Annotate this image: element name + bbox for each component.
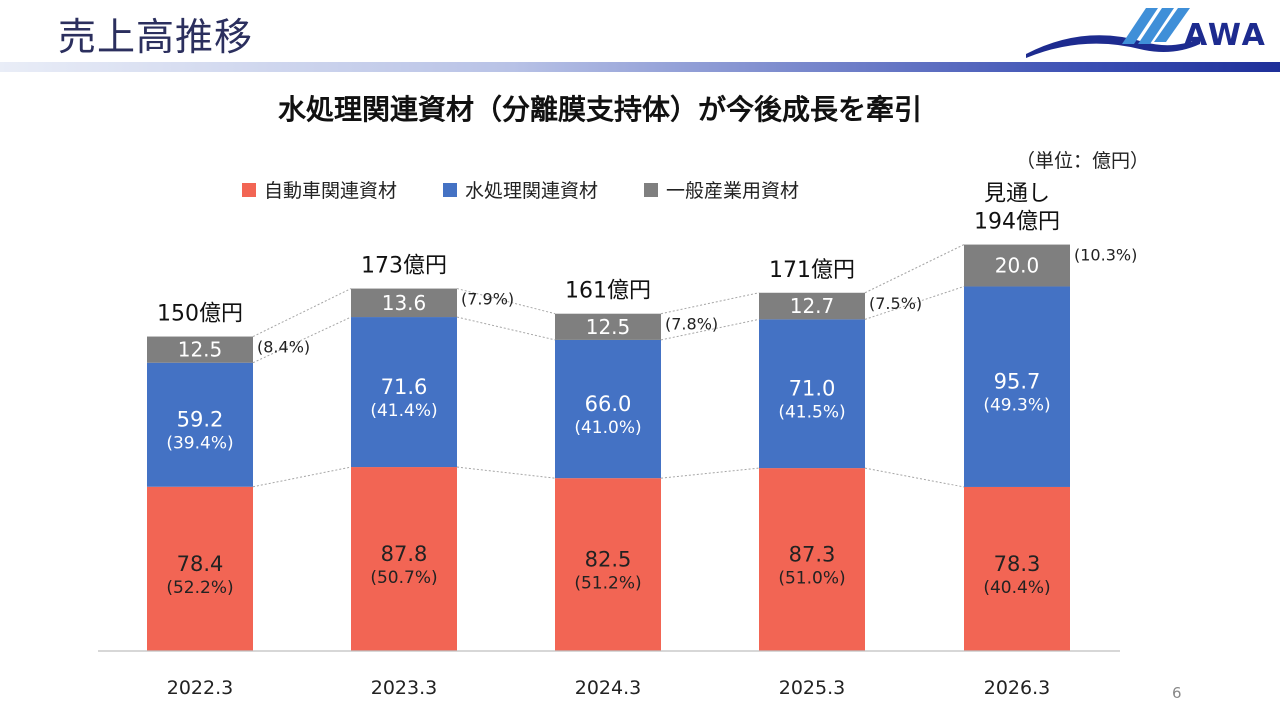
connector-line	[456, 288, 556, 315]
bar-auto	[351, 467, 457, 651]
share-label-auto: (50.7%)	[370, 568, 437, 588]
connector-line	[252, 466, 352, 488]
connector-line	[456, 466, 556, 479]
value-label-industrial: 12.5	[178, 338, 223, 362]
share-label-auto: (51.2%)	[574, 574, 641, 594]
value-label-auto: 87.8	[381, 542, 428, 566]
bar-industrial	[759, 292, 865, 320]
share-label-water: (41.5%)	[778, 403, 845, 423]
bar-industrial	[555, 313, 661, 340]
company-logo	[1026, 8, 1200, 58]
x-tick-label: 2024.3	[575, 677, 641, 699]
value-label-water: 95.7	[994, 370, 1041, 394]
header-rule	[0, 62, 1280, 72]
total-label: 194億円	[974, 210, 1060, 235]
legend-label-auto: 自動車関連資材	[264, 180, 398, 202]
chart-legend: 自動車関連資材 水処理関連資材 一般産業用資材	[242, 176, 799, 203]
bar-industrial	[964, 244, 1070, 287]
bar-auto	[759, 468, 865, 651]
bar-auto	[555, 478, 661, 651]
connector-line	[864, 467, 965, 488]
share-label-industrial: (8.4%)	[257, 338, 310, 357]
share-label-auto: (40.4%)	[983, 578, 1050, 598]
value-label-auto: 87.3	[789, 543, 836, 567]
value-label-industrial: 13.6	[382, 291, 427, 315]
share-label-water: (49.3%)	[983, 396, 1050, 416]
value-label-water: 59.2	[177, 408, 224, 432]
bar-industrial	[147, 336, 253, 363]
bar-water	[964, 286, 1070, 487]
bar-water	[759, 319, 865, 469]
value-label-water: 66.0	[585, 392, 632, 416]
legend-swatch-water	[443, 182, 458, 197]
total-label: 150億円	[157, 302, 243, 327]
bar-water	[147, 362, 253, 487]
forecast-label: 見通し	[984, 182, 1050, 207]
value-label-industrial: 20.0	[995, 254, 1040, 278]
bar-auto	[964, 486, 1070, 651]
connector-line	[864, 244, 965, 294]
legend-swatch-industrial	[644, 182, 659, 197]
share-label-industrial: (7.8%)	[665, 315, 718, 334]
x-tick-label: 2025.3	[779, 677, 845, 699]
share-label-industrial: (10.3%)	[1074, 246, 1137, 265]
total-label: 171億円	[769, 258, 855, 283]
value-label-auto: 78.3	[994, 552, 1041, 576]
value-label-industrial: 12.7	[790, 294, 835, 318]
share-label-auto: (51.0%)	[778, 569, 845, 589]
share-label-water: (39.4%)	[166, 434, 233, 454]
connector-line	[456, 316, 556, 341]
share-label-industrial: (7.5%)	[869, 294, 922, 313]
legend-item-industrial: 一般産業用資材	[644, 176, 799, 203]
connector-line	[252, 288, 352, 337]
share-label-industrial: (7.9%)	[461, 290, 514, 309]
page-title: 売上高推移	[58, 15, 254, 59]
share-label-water: (41.4%)	[370, 401, 437, 421]
connector-line	[660, 292, 760, 315]
value-label-industrial: 12.5	[586, 315, 631, 339]
value-label-water: 71.6	[381, 375, 428, 399]
legend-label-water: 水処理関連資材	[465, 180, 599, 202]
legend-item-water: 水処理関連資材	[443, 176, 598, 203]
total-label: 161億円	[565, 279, 651, 304]
legend-label-industrial: 一般産業用資材	[666, 180, 800, 202]
value-label-auto: 78.4	[177, 552, 224, 576]
value-label-auto: 82.5	[585, 548, 632, 572]
bar-industrial	[351, 288, 457, 318]
connector-line	[864, 285, 965, 320]
page-number: 6	[1172, 684, 1182, 702]
connector-line	[660, 318, 760, 341]
legend-swatch-auto	[242, 182, 256, 197]
value-label-water: 71.0	[789, 377, 836, 401]
unit-label: （単位：億円）	[1016, 150, 1150, 172]
share-label-water: (41.0%)	[574, 418, 641, 438]
x-tick-label: 2023.3	[371, 677, 437, 699]
bar-water	[351, 317, 457, 468]
bar-water	[555, 339, 661, 479]
bar-auto	[147, 486, 253, 651]
connector-line	[660, 467, 760, 479]
logo-text: AWA	[1184, 18, 1267, 53]
legend-item-auto: 自動車関連資材	[242, 176, 397, 203]
x-tick-label: 2026.3	[984, 677, 1050, 699]
x-tick-label: 2022.3	[167, 677, 233, 699]
chart-title: 水処理関連資材（分離膜支持体）が今後成長を牽引	[277, 93, 922, 126]
share-label-auto: (52.2%)	[166, 578, 233, 598]
total-label: 173億円	[361, 254, 447, 279]
